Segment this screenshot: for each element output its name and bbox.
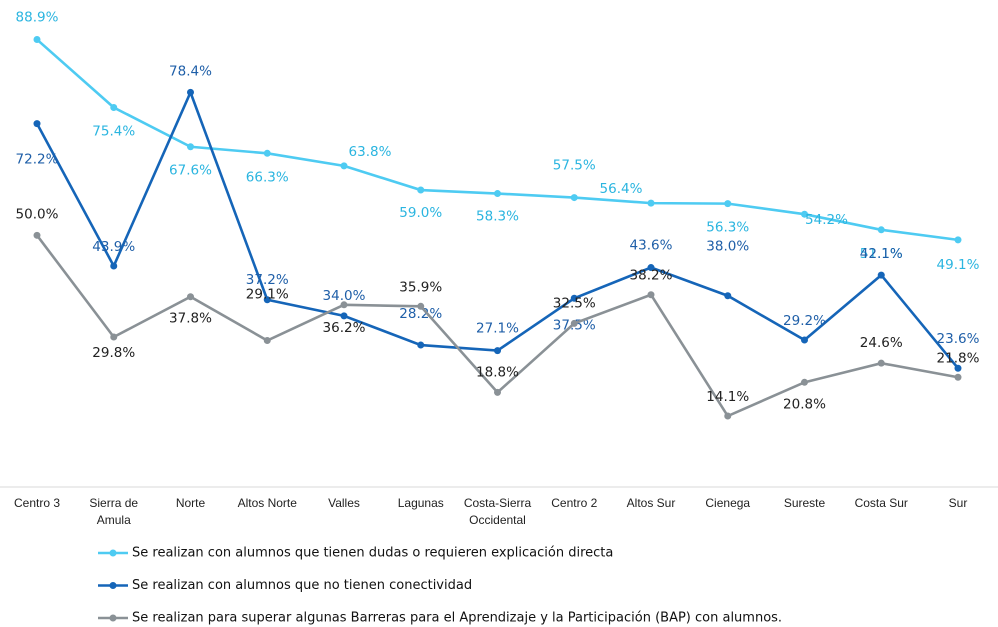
value-label: 34.0% [323,288,366,304]
point [340,162,348,170]
point [494,190,501,198]
value-label: 29.2% [783,313,826,329]
legend-label: Se realizan para superar algunas Barrera… [132,611,782,626]
value-label: 14.1% [706,389,749,405]
point [877,226,885,234]
point [417,302,425,310]
value-label: 24.6% [860,335,903,351]
point [187,143,194,151]
point [110,103,118,111]
legend-label: Se realizan con alumnos que tienen dudas… [132,546,613,561]
value-label: 43.9% [92,239,135,255]
x-tick-label: Altos Sur [627,496,676,510]
point [263,149,271,157]
value-label: 38.0% [706,239,749,255]
point [263,337,271,345]
value-label: 42.1% [860,246,903,262]
value-label: 18.8% [476,364,519,380]
point [801,378,808,386]
point [954,236,962,244]
point [570,294,578,302]
point [187,293,194,301]
value-label: 66.3% [246,169,289,185]
value-label: 21.8% [937,350,980,366]
point [340,312,348,320]
point [340,301,348,309]
value-label: 56.4% [600,181,643,197]
point [647,291,655,299]
value-label: 23.6% [937,331,980,347]
x-tick-label: Costa Sur [855,496,908,510]
value-label: 51.1% [860,246,903,262]
point [877,271,885,279]
point [417,186,425,194]
value-label: 49.1% [937,257,980,273]
point [187,88,194,96]
value-label: 36.2% [323,320,366,336]
value-label: 50.0% [16,206,59,222]
point [801,210,808,218]
value-label: 72.2% [16,152,59,168]
value-label: 29.8% [92,345,135,361]
x-tick-label: Sierra de Amula [89,496,138,527]
x-tick-label: Altos Norte [238,496,298,510]
point [33,36,41,44]
point [33,231,41,239]
point [110,333,118,341]
value-label: 37.2% [246,272,289,288]
legend-marker [109,582,117,589]
point [494,347,501,355]
x-tick-label: Centro 3 [14,496,60,510]
x-tick-label: Norte [176,496,206,510]
value-label: 32.5% [553,295,596,311]
point [954,373,962,381]
legend-marker [109,549,117,557]
point [570,194,578,202]
x-tick-label: Valles [328,496,360,510]
value-label: 59.0% [399,205,442,221]
value-label: 29.1% [246,287,289,303]
x-tick-label: Costa-Sierra Occidental [464,496,532,527]
point [647,264,655,272]
value-label: 57.5% [553,158,596,174]
value-label: 43.6% [630,238,673,254]
point [494,388,501,396]
x-tick-label: Centro 2 [551,496,597,510]
value-label: 20.8% [783,396,826,412]
value-label: 67.6% [169,163,212,179]
value-label: 88.9% [16,10,59,26]
legend-label: Se realizan con alumnos que no tienen co… [132,578,472,593]
value-label: 56.3% [706,220,749,236]
value-label: 35.9% [399,279,442,295]
value-label: 75.4% [92,123,135,139]
value-label: 38.2% [630,268,673,284]
point [877,359,885,367]
value-label: 27.1% [476,321,519,337]
value-label: 37.8% [169,311,212,327]
point [417,341,425,349]
point [724,412,732,420]
point [801,336,808,344]
point [263,296,271,304]
point [724,200,732,208]
point [724,292,732,300]
value-label: 58.3% [476,209,519,225]
value-label: 78.4% [169,63,212,79]
point [954,364,962,372]
x-tick-label: Cienega [705,496,750,510]
legend-marker [109,614,117,622]
value-label: 63.8% [349,144,392,160]
x-tick-label: Sureste [784,496,826,510]
point [570,319,578,327]
point [647,199,655,207]
x-tick-label: Lagunas [398,496,444,510]
value-label: 54.2% [805,212,848,228]
point [33,120,41,128]
point [110,262,118,270]
x-tick-label: Sur [949,496,968,510]
